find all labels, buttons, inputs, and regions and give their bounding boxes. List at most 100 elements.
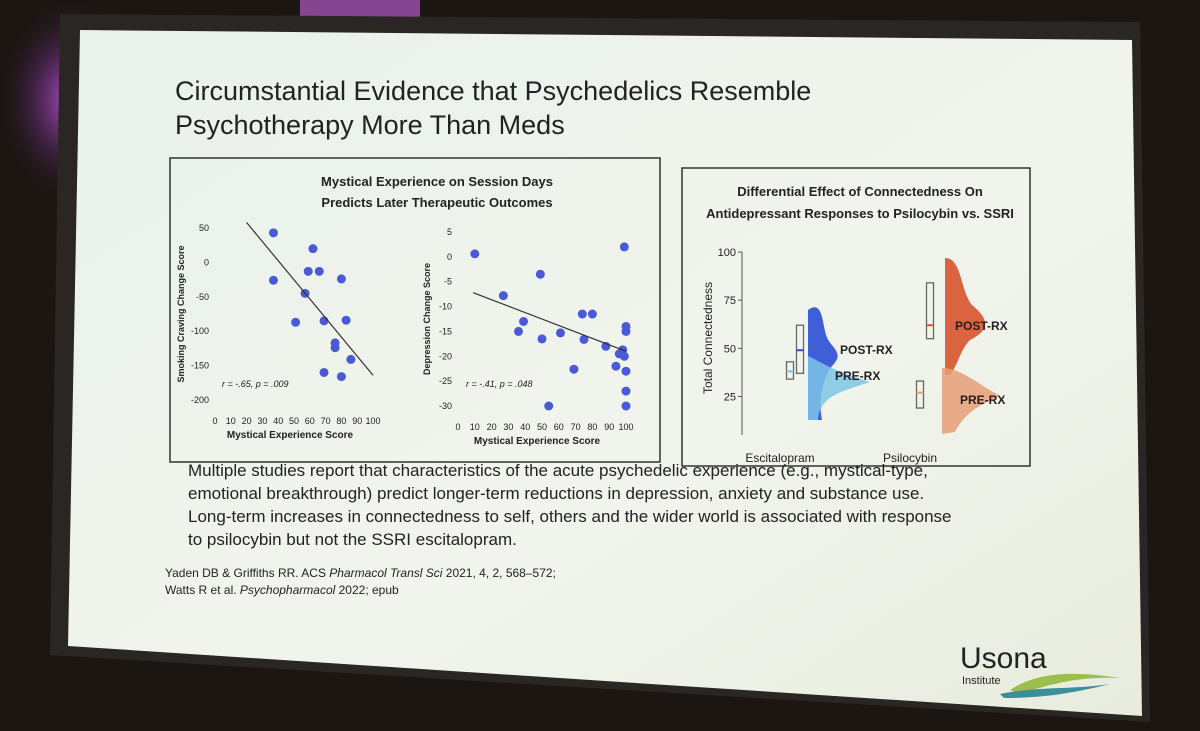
x-tick-label: 20 bbox=[242, 416, 252, 426]
y-tick-label: -150 bbox=[191, 361, 209, 371]
x-tick-label: 30 bbox=[503, 422, 513, 432]
panel-title: Predicts Later Therapeutic Outcomes bbox=[321, 195, 552, 210]
y-tick-label: -200 bbox=[191, 395, 209, 405]
x-tick-label: 0 bbox=[455, 422, 460, 432]
logo-sub: Institute bbox=[962, 675, 1001, 687]
point bbox=[555, 328, 565, 338]
point bbox=[346, 354, 356, 364]
point bbox=[268, 228, 278, 238]
annotation: r = -.41, p = .048 bbox=[466, 379, 533, 389]
y-tick-label: -50 bbox=[196, 292, 209, 302]
slide-title: Circumstantial Evidence that Psychedelic… bbox=[175, 76, 811, 106]
logo-swoosh bbox=[1010, 673, 1120, 694]
x-tick-label: 80 bbox=[587, 422, 597, 432]
y-tick-label: 100 bbox=[718, 247, 736, 259]
point bbox=[268, 275, 278, 285]
left-panel bbox=[169, 157, 661, 463]
y-tick-label: -15 bbox=[439, 326, 452, 336]
point bbox=[621, 366, 631, 376]
y-tick-label: 0 bbox=[204, 257, 209, 267]
point bbox=[537, 334, 547, 344]
ref-journal: Pharmacol Transl Sci bbox=[329, 566, 442, 580]
x-tick-label: 60 bbox=[305, 416, 315, 426]
point bbox=[577, 309, 587, 319]
x-tick-label: 80 bbox=[336, 416, 346, 426]
x-axis-label: Mystical Experience Score bbox=[227, 430, 354, 441]
x-tick-label: 70 bbox=[321, 416, 331, 426]
logo-swoosh bbox=[1000, 684, 1110, 698]
x-tick-label: 60 bbox=[554, 422, 564, 432]
point bbox=[611, 361, 621, 371]
x-tick-label: 40 bbox=[273, 416, 283, 426]
fit-line bbox=[472, 292, 627, 352]
point bbox=[587, 309, 597, 319]
density bbox=[945, 258, 986, 375]
body-text: Multiple studies report that characteris… bbox=[188, 461, 928, 480]
point bbox=[341, 315, 351, 325]
point bbox=[314, 266, 324, 276]
point bbox=[308, 244, 318, 254]
slide bbox=[68, 30, 1142, 716]
box bbox=[915, 380, 925, 409]
x-tick-label: 40 bbox=[520, 422, 530, 432]
y-axis-label: Total Connectedness bbox=[701, 282, 715, 394]
y-axis-label: Depression Change Score bbox=[422, 263, 432, 375]
y-axis-label: Smoking Craving Change Score bbox=[176, 245, 186, 382]
chart-title: Antidepressant Responses to Psilocybin v… bbox=[706, 206, 1014, 221]
ref-part: 2022; epub bbox=[335, 583, 399, 597]
body-text: emotional breakthrough) predict longer-t… bbox=[188, 484, 924, 503]
y-tick-label: -10 bbox=[439, 302, 452, 312]
x-tick-label: 90 bbox=[604, 422, 614, 432]
point bbox=[619, 351, 629, 361]
x-tick-label: 100 bbox=[365, 416, 380, 426]
ref-journal: Psychopharmacol bbox=[240, 583, 336, 597]
logo-name: Usona bbox=[960, 642, 1047, 675]
point bbox=[535, 269, 545, 279]
series-label: PRE-RX bbox=[835, 369, 880, 383]
y-tick-label: -30 bbox=[439, 401, 452, 411]
x-tick-label: 90 bbox=[352, 416, 362, 426]
point bbox=[470, 249, 480, 259]
point bbox=[579, 334, 589, 344]
x-tick-label: 100 bbox=[618, 422, 633, 432]
y-tick-label: -25 bbox=[439, 376, 452, 386]
point bbox=[621, 386, 631, 396]
fit-line bbox=[246, 222, 374, 376]
y-tick-label: 25 bbox=[724, 391, 736, 403]
density bbox=[942, 368, 1000, 434]
reference: Yaden DB & Griffiths RR. ACS Pharmacol T… bbox=[165, 566, 556, 580]
y-tick-label: -100 bbox=[191, 326, 209, 336]
series-label: POST-RX bbox=[840, 343, 893, 357]
point bbox=[513, 326, 523, 336]
point bbox=[319, 316, 329, 326]
body-text: to psilocybin but not the SSRI escitalop… bbox=[188, 530, 517, 549]
reference: Watts R et al. Psychopharmacol 2022; epu… bbox=[165, 583, 399, 597]
x-tick-label: 10 bbox=[470, 422, 480, 432]
slide-content: Circumstantial Evidence that Psychedelic… bbox=[165, 76, 1120, 698]
x-tick-label: Psilocybin bbox=[883, 451, 937, 465]
body-text: Long-term increases in connectedness to … bbox=[188, 507, 952, 526]
point bbox=[544, 401, 554, 411]
y-tick-label: 75 bbox=[724, 295, 736, 307]
right-panel bbox=[681, 167, 1031, 467]
point bbox=[291, 317, 301, 327]
point bbox=[330, 343, 340, 353]
density bbox=[808, 356, 870, 420]
x-tick-label: 30 bbox=[257, 416, 267, 426]
chart-title: Differential Effect of Connectedness On bbox=[737, 184, 983, 199]
point bbox=[336, 372, 346, 382]
series-label: PRE-RX bbox=[960, 393, 1005, 407]
y-tick-label: -5 bbox=[444, 277, 452, 287]
x-tick-label: 70 bbox=[571, 422, 581, 432]
y-tick-label: 0 bbox=[447, 252, 452, 262]
slide-title: Psychotherapy More Than Meds bbox=[175, 110, 565, 140]
stage-light bbox=[300, 0, 420, 20]
point bbox=[319, 367, 329, 377]
ref-part: Watts R et al. bbox=[165, 583, 240, 597]
series-label: POST-RX bbox=[955, 319, 1008, 333]
x-tick-label: 50 bbox=[537, 422, 547, 432]
x-tick-label: 20 bbox=[487, 422, 497, 432]
ref-part: 2021, 4, 2, 568–572; bbox=[442, 566, 555, 580]
x-axis-label: Mystical Experience Score bbox=[474, 436, 601, 447]
